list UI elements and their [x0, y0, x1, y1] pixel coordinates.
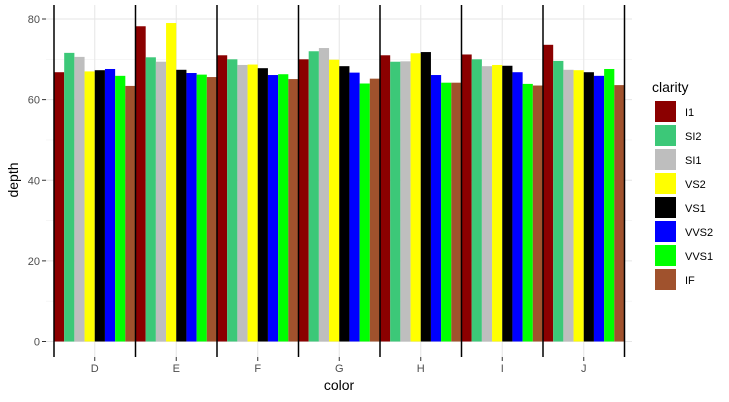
bar-H-VVS2: [430, 75, 442, 342]
bar-I-SI1: [481, 66, 493, 342]
x-tick-label: F: [254, 363, 261, 375]
y-tick-label: 20: [28, 256, 40, 268]
y-tick-label: 0: [34, 337, 40, 349]
bar-I-VVS1: [522, 83, 533, 342]
legend-swatch-I1: [655, 101, 676, 122]
bar-G-SI1: [318, 48, 330, 342]
bar-G-IF: [369, 78, 380, 342]
bar-J-VVS2: [593, 75, 605, 342]
bar-D-IF: [125, 85, 136, 342]
legend-label-I1: I1: [685, 107, 694, 119]
x-tick-label: I: [501, 363, 504, 375]
bar-H-VS2: [410, 53, 421, 342]
bar-G-VS1: [339, 66, 350, 342]
bar-G-VS2: [329, 59, 340, 342]
x-axis-title: color: [324, 377, 355, 393]
bar-E-IF: [206, 77, 217, 342]
legend-label-VVS2: VVS2: [685, 227, 713, 239]
legend-swatch-SI1: [655, 149, 676, 170]
bar-F-VS2: [247, 64, 258, 342]
bar-F-I1: [217, 55, 228, 342]
bar-E-VVS1: [196, 74, 207, 342]
bar-J-VS2: [573, 70, 584, 342]
x-axis-ticks: D E F G H I J: [91, 357, 587, 375]
bar-H-SI1: [400, 61, 411, 342]
x-tick-label: D: [91, 363, 99, 375]
legend-label-SI2: SI2: [685, 131, 702, 143]
bar-F-VS1: [257, 68, 268, 342]
bars: [54, 23, 625, 342]
bar-I-SI2: [471, 59, 482, 342]
bar-J-I1: [543, 44, 554, 342]
y-tick-label: 40: [28, 175, 40, 187]
bar-G-VVS2: [349, 72, 360, 342]
legend-label-SI1: SI1: [685, 155, 702, 167]
bar-F-VVS1: [278, 74, 289, 342]
x-tick-label: G: [335, 363, 344, 375]
bar-F-IF: [288, 79, 299, 342]
legend-swatch-IF: [655, 269, 676, 290]
x-tick-label: J: [581, 363, 587, 375]
bar-H-SI2: [390, 61, 401, 342]
bar-D-VVS2: [104, 68, 116, 342]
bar-J-VS1: [583, 72, 594, 342]
legend-label-VVS1: VVS1: [685, 251, 713, 263]
y-axis-title: depth: [5, 162, 21, 197]
legend-label-IF: IF: [685, 275, 695, 287]
x-tick-label: E: [173, 363, 180, 375]
bar-E-SI1: [155, 61, 167, 342]
bar-E-SI2: [145, 57, 156, 342]
bar-D-I1: [54, 72, 65, 342]
bar-I-VS1: [502, 65, 513, 342]
bar-I-I1: [461, 54, 472, 342]
bar-F-VVS2: [267, 75, 279, 342]
bar-F-SI1: [237, 64, 248, 342]
y-tick-label: 80: [28, 14, 40, 26]
bar-I-VVS2: [512, 72, 523, 342]
y-axis-ticks: 0 20 40 60 80: [28, 14, 46, 349]
bar-E-I1: [135, 26, 146, 342]
bar-J-SI1: [563, 69, 574, 342]
legend-swatch-SI2: [655, 125, 676, 146]
bar-G-SI2: [308, 51, 319, 342]
bar-D-SI2: [64, 52, 75, 342]
category-separators: [53, 5, 626, 357]
bar-D-VS1: [94, 70, 105, 342]
bar-G-I1: [298, 59, 309, 342]
bar-E-VS1: [176, 69, 187, 342]
bar-H-IF: [451, 82, 462, 342]
legend-title: clarity: [652, 79, 689, 95]
bar-J-IF: [614, 85, 625, 342]
legend-swatch-VS1: [655, 197, 676, 218]
y-tick-label: 60: [28, 95, 40, 107]
legend-label-VS2: VS2: [685, 179, 706, 191]
legend-swatch-VVS2: [655, 221, 676, 242]
bar-H-VVS1: [441, 82, 452, 342]
bar-E-VS2: [166, 23, 177, 342]
bar-D-VS2: [84, 71, 95, 342]
legend-label-VS1: VS1: [685, 203, 706, 215]
bar-J-VVS1: [604, 68, 615, 342]
legend: clarity I1 SI2 SI1 VS2 VS1 VVS2 VVS1 IF: [652, 79, 713, 290]
bar-G-VVS1: [359, 83, 370, 342]
bar-I-VS2: [492, 64, 503, 342]
bar-I-IF: [532, 85, 543, 342]
bar-E-VVS2: [186, 73, 197, 342]
x-tick-label: H: [417, 363, 425, 375]
legend-swatch-VVS1: [655, 245, 676, 266]
bar-H-I1: [380, 55, 391, 342]
legend-swatch-VS2: [655, 173, 676, 194]
bar-J-SI2: [553, 60, 564, 342]
bar-F-SI2: [227, 59, 238, 342]
bar-D-VVS1: [115, 75, 126, 342]
bar-H-VS1: [420, 52, 431, 342]
bar-D-SI1: [74, 56, 85, 342]
